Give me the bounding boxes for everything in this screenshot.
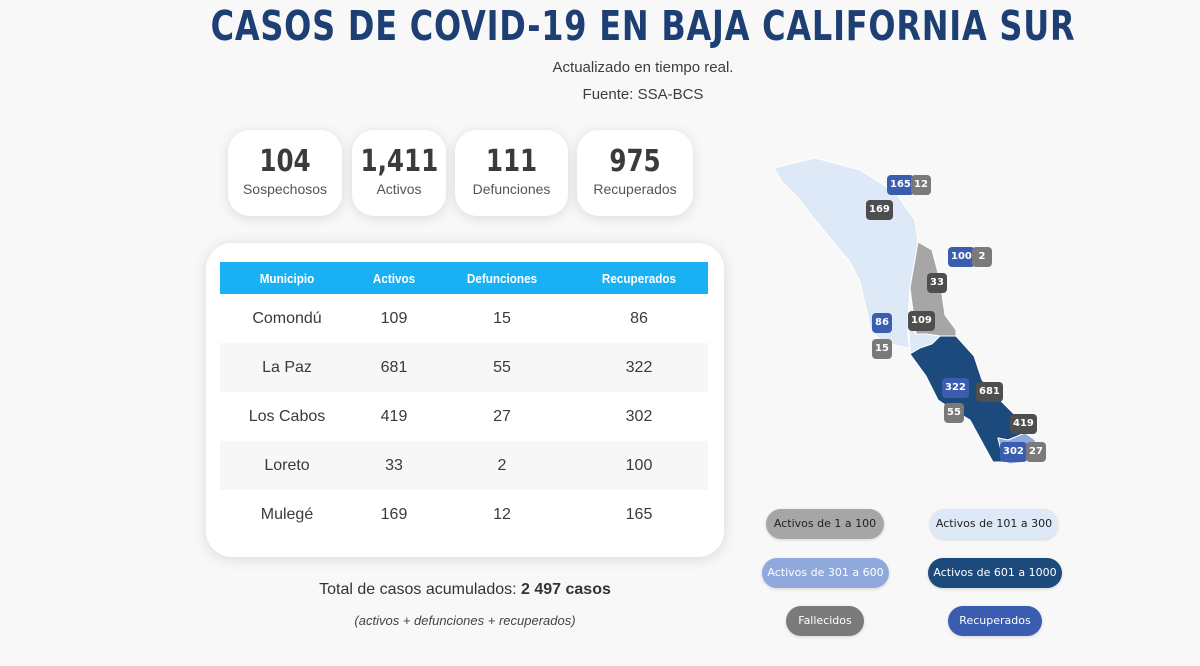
cell-activos: 419 <box>380 407 408 425</box>
table-row: Comondú 109 15 86 <box>220 294 708 343</box>
stat-card-suspected: 104 Sospechosos <box>228 130 342 216</box>
total-note: (activos + defunciones + recuperados) <box>354 613 576 628</box>
stat-label: Recuperados <box>593 181 677 197</box>
stat-label: Defunciones <box>472 181 551 197</box>
cell-activos: 33 <box>385 456 403 474</box>
map-badge-lapaz-deaths: 55 <box>944 403 964 423</box>
municipality-table: Municipio Activos Defunciones Recuperado… <box>206 243 724 557</box>
map-badge-comondu-recovered: 86 <box>872 313 892 333</box>
cell-recuperados: 302 <box>625 407 653 425</box>
cell-municipio: Loreto <box>264 456 310 474</box>
column-header-activos: Activos <box>372 270 416 286</box>
stat-value: 975 <box>609 144 661 179</box>
cell-defunciones: 15 <box>493 309 511 327</box>
legend-active-601-1000: Activos de 601 a 1000 <box>928 558 1062 588</box>
cell-recuperados: 322 <box>625 358 653 376</box>
cell-defunciones: 27 <box>493 407 511 425</box>
total-label: Total de casos acumulados: <box>319 581 517 598</box>
table-row: La Paz 681 55 322 <box>220 343 708 392</box>
stat-label: Activos <box>376 181 422 197</box>
cell-municipio: Mulegé <box>260 505 314 523</box>
map-badge-loscabos-recovered: 302 <box>1000 442 1027 462</box>
table-row: Loreto 33 2 100 <box>220 441 708 490</box>
map-badge-loreto-deaths: 2 <box>972 247 992 267</box>
cell-recuperados: 165 <box>625 505 653 523</box>
map-badge-loreto-active: 33 <box>927 273 947 293</box>
cell-activos: 169 <box>380 505 408 523</box>
column-header-recuperados: Recuperados <box>601 270 677 286</box>
stat-card-recovered: 975 Recuperados <box>577 130 693 216</box>
column-header-defunciones: Defunciones <box>466 270 538 286</box>
cell-recuperados: 86 <box>630 309 648 327</box>
cell-defunciones: 2 <box>497 456 507 474</box>
stat-value: 104 <box>259 144 311 179</box>
cell-municipio: Comondú <box>252 309 322 327</box>
stat-card-active: 1,411 Activos <box>352 130 446 216</box>
cell-defunciones: 12 <box>493 505 511 523</box>
total-cases: Total de casos acumulados: 2 497 casos <box>206 581 724 599</box>
stat-card-deaths: 111 Defunciones <box>455 130 568 216</box>
table-row: Los Cabos 419 27 302 <box>220 392 708 441</box>
legend-active-101-300: Activos de 101 a 300 <box>930 509 1058 539</box>
cell-defunciones: 55 <box>493 358 511 376</box>
page-title: CASOS DE COVID-19 EN BAJA CALIFORNIA SUR <box>210 2 1076 50</box>
stat-value: 111 <box>485 144 538 179</box>
map-badge-comondu-active: 109 <box>908 311 935 331</box>
map-badge-loreto-recovered: 100 <box>948 247 975 267</box>
legend-active-301-600: Activos de 301 a 600 <box>762 558 889 588</box>
map-badge-mulege-active: 169 <box>866 200 893 220</box>
map-badge-mulege-recovered: 165 <box>887 175 914 195</box>
stat-value: 1,411 <box>360 144 439 179</box>
stat-label: Sospechosos <box>242 181 328 197</box>
map-badge-comondu-deaths: 15 <box>872 339 892 359</box>
table-row: Mulegé 169 12 165 <box>220 490 708 539</box>
cell-activos: 681 <box>380 358 408 376</box>
total-value: 2 497 casos <box>521 581 611 598</box>
data-source: Fuente: SSA-BCS <box>582 86 704 103</box>
legend-active-1-100: Activos de 1 a 100 <box>766 509 884 539</box>
legend-recovered: Recuperados <box>948 606 1042 636</box>
table-header: Municipio Activos Defunciones Recuperado… <box>220 262 708 294</box>
legend-deaths: Fallecidos <box>786 606 864 636</box>
column-header-municipio: Municipio <box>259 270 315 286</box>
map-badge-lapaz-recovered: 322 <box>942 378 969 398</box>
cell-municipio: La Paz <box>262 358 312 376</box>
map-badge-lapaz-active: 681 <box>976 382 1003 402</box>
page-subtitle: Actualizado en tiempo real. <box>552 59 734 76</box>
map-badge-loscabos-active: 419 <box>1010 414 1037 434</box>
map-badge-mulege-deaths: 12 <box>911 175 931 195</box>
cell-recuperados: 100 <box>625 456 653 474</box>
map-badge-loscabos-deaths: 27 <box>1026 442 1046 462</box>
cell-activos: 109 <box>380 309 408 327</box>
cell-municipio: Los Cabos <box>248 407 326 425</box>
